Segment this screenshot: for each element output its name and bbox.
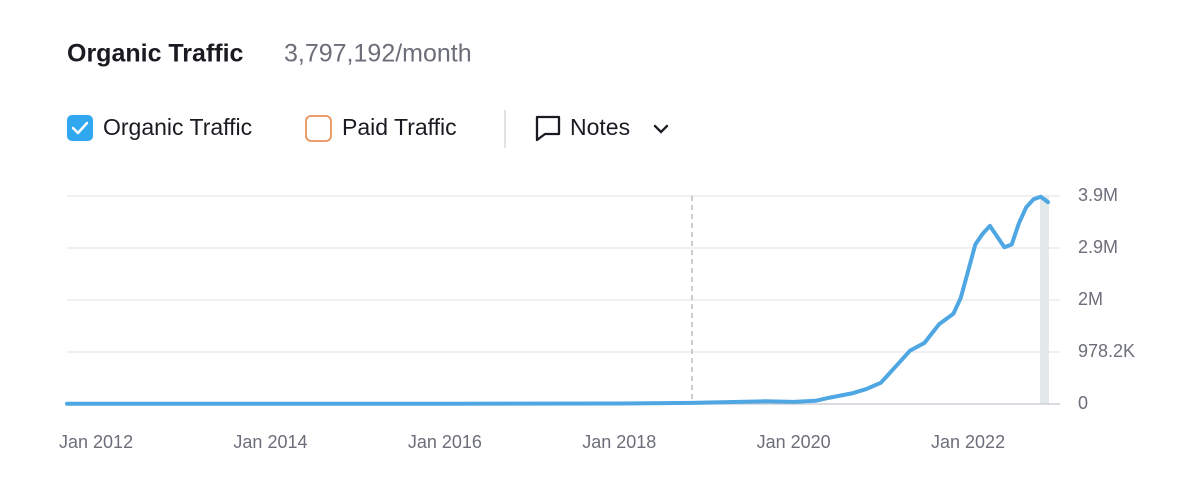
legend-label: Paid Traffic bbox=[342, 114, 457, 140]
x-tick-label: Jan 2012 bbox=[59, 432, 133, 452]
chevron bbox=[653, 124, 669, 134]
y-tick-label: 3.9M bbox=[1078, 185, 1118, 205]
notes-label: Notes bbox=[570, 114, 630, 140]
notes-icon bbox=[535, 115, 561, 142]
chart-title: Organic Traffic bbox=[67, 40, 244, 68]
notes-button[interactable]: Notes bbox=[535, 114, 669, 142]
legend-organic[interactable]: Organic Traffic bbox=[67, 114, 252, 141]
x-tick-label: Jan 2022 bbox=[931, 432, 1005, 452]
checkbox-checked[interactable] bbox=[67, 115, 93, 141]
series-line bbox=[65, 194, 1050, 406]
y-tick-label: 2M bbox=[1078, 289, 1103, 309]
x-tick-label: Jan 2020 bbox=[757, 432, 831, 452]
checkbox-unchecked[interactable] bbox=[305, 115, 332, 142]
legend-paid[interactable]: Paid Traffic bbox=[305, 114, 457, 142]
check-icon bbox=[71, 121, 89, 135]
y-tick-label: 978.2K bbox=[1078, 341, 1135, 361]
legend-label: Organic Traffic bbox=[103, 114, 252, 140]
x-tick-label: Jan 2018 bbox=[582, 432, 656, 452]
y-tick-label: 0 bbox=[1078, 393, 1088, 413]
x-tick-label: Jan 2016 bbox=[408, 432, 482, 452]
x-tick-label: Jan 2014 bbox=[233, 432, 307, 452]
chart-subtitle: 3,797,192/month bbox=[284, 40, 472, 68]
y-tick-label: 2.9M bbox=[1078, 237, 1118, 257]
